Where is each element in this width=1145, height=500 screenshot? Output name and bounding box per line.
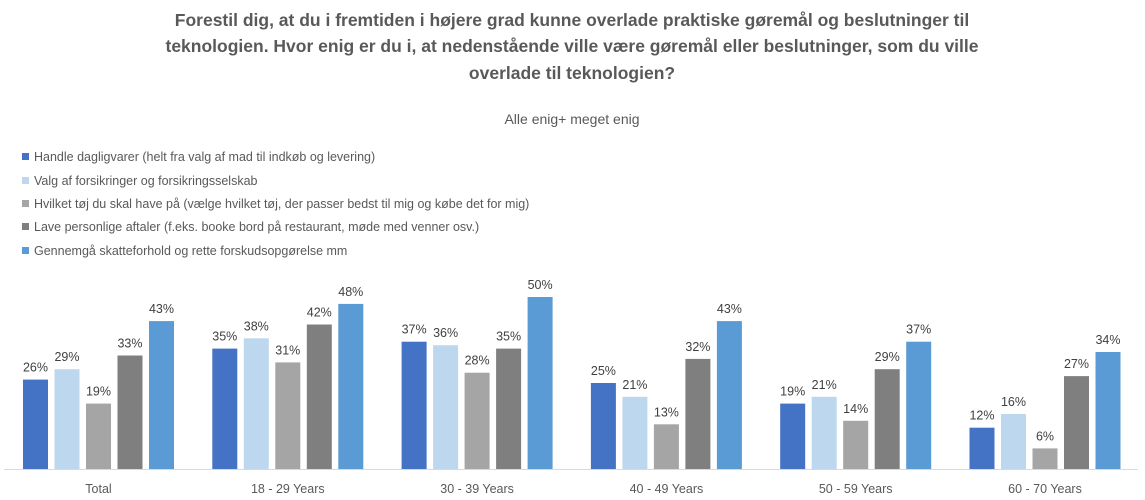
data-label: 14% xyxy=(843,402,868,416)
data-label: 32% xyxy=(685,340,710,354)
bar xyxy=(653,424,679,469)
data-label: 31% xyxy=(275,343,300,357)
data-label: 50% xyxy=(528,278,553,292)
bar xyxy=(843,420,869,469)
legend-label: Valg af forsikringer og forsikringsselsk… xyxy=(34,174,258,188)
legend-item: Valg af forsikringer og forsikringsselsk… xyxy=(22,174,258,188)
data-label: 12% xyxy=(969,409,994,423)
legend-label: Lave personlige aftaler (f.eks. booke bo… xyxy=(34,220,479,234)
data-label: 33% xyxy=(117,337,142,351)
bar xyxy=(590,383,616,469)
data-label: 35% xyxy=(496,330,521,344)
data-label: 34% xyxy=(1095,333,1120,347)
bars xyxy=(23,297,1121,469)
data-label: 42% xyxy=(307,306,332,320)
bar xyxy=(306,324,332,469)
bar xyxy=(243,338,269,469)
bar xyxy=(275,362,301,469)
legend-item: Hvilket tøj du skal have på (vælge hvilk… xyxy=(22,197,529,211)
data-label: 36% xyxy=(433,326,458,340)
legend-label: Gennemgå skatteforhold og rette forskuds… xyxy=(34,244,347,258)
bar xyxy=(969,427,995,469)
legend-item: Lave personlige aftaler (f.eks. booke bo… xyxy=(22,220,479,234)
data-label: 48% xyxy=(338,285,363,299)
chart-title-line-3: overlade til teknologien? xyxy=(469,63,675,83)
bar xyxy=(1064,376,1089,469)
data-labels: 26% 29% 19% 33% 43% 35% 38% 31% 42% 48% 37% 36% 28% 3… xyxy=(23,278,1121,443)
legend-swatch xyxy=(22,223,29,230)
bar xyxy=(86,403,111,469)
data-label: 6% xyxy=(1036,429,1054,443)
bar xyxy=(117,355,143,469)
bar xyxy=(54,369,80,469)
data-label: 29% xyxy=(875,350,900,364)
bar xyxy=(401,341,427,469)
legend-swatch xyxy=(22,177,29,184)
bar xyxy=(685,358,711,469)
bar xyxy=(874,369,900,469)
chart-title-line-1: Forestil dig, at du i fremtiden i højere… xyxy=(175,10,969,30)
data-label: 13% xyxy=(654,405,679,419)
category-label: Total xyxy=(85,482,111,496)
legend-label: Handle dagligvarer (helt fra valg af mad… xyxy=(34,150,375,164)
data-label: 38% xyxy=(244,319,269,333)
data-label: 43% xyxy=(149,302,174,316)
category-label: 50 - 59 Years xyxy=(819,482,893,496)
bar xyxy=(464,372,490,469)
legend-swatch xyxy=(22,200,29,207)
bar xyxy=(906,341,932,469)
bar xyxy=(527,297,553,469)
data-label: 28% xyxy=(465,354,490,368)
data-label: 19% xyxy=(780,385,805,399)
chart-subtitle: Alle enig+ meget enig xyxy=(504,111,639,127)
data-label: 35% xyxy=(212,330,237,344)
data-label: 26% xyxy=(23,361,48,375)
data-label: 16% xyxy=(1001,395,1026,409)
bar xyxy=(212,348,238,469)
data-label: 43% xyxy=(717,302,742,316)
data-label: 37% xyxy=(906,323,931,337)
data-label: 29% xyxy=(54,350,79,364)
data-label: 21% xyxy=(812,378,837,392)
legend: Handle dagligvarer (helt fra valg af mad… xyxy=(22,150,529,258)
chart-title-line-2: teknologien. Hvor enig er du i, at neden… xyxy=(166,36,979,56)
data-label: 21% xyxy=(622,378,647,392)
bar xyxy=(433,345,459,469)
bar xyxy=(496,348,522,469)
bar xyxy=(23,379,48,469)
bar xyxy=(1001,414,1026,469)
legend-swatch xyxy=(22,153,29,160)
bar xyxy=(1032,448,1058,469)
bar xyxy=(149,321,174,469)
legend-label: Hvilket tøj du skal have på (vælge hvilk… xyxy=(34,197,529,211)
data-label: 25% xyxy=(591,364,616,378)
category-label: 30 - 39 Years xyxy=(440,482,514,496)
category-labels: Total 18 - 29 Years 30 - 39 Years 40 - 49 Y… xyxy=(85,482,1082,496)
chart-title: Forestil dig, at du i fremtiden i højere… xyxy=(166,10,979,83)
category-label: 60 - 70 Years xyxy=(1008,482,1082,496)
bar xyxy=(1095,352,1121,469)
category-label: 18 - 29 Years xyxy=(251,482,325,496)
bar xyxy=(338,303,364,469)
legend-swatch xyxy=(22,247,29,254)
bar xyxy=(811,396,837,469)
bar xyxy=(622,396,648,469)
legend-item: Gennemgå skatteforhold og rette forskuds… xyxy=(22,244,347,258)
data-label: 19% xyxy=(86,385,111,399)
category-label: 40 - 49 Years xyxy=(630,482,704,496)
bar xyxy=(780,403,806,469)
legend-item: Handle dagligvarer (helt fra valg af mad… xyxy=(22,150,375,164)
bar xyxy=(716,321,742,469)
data-label: 27% xyxy=(1064,357,1089,371)
data-label: 37% xyxy=(402,323,427,337)
